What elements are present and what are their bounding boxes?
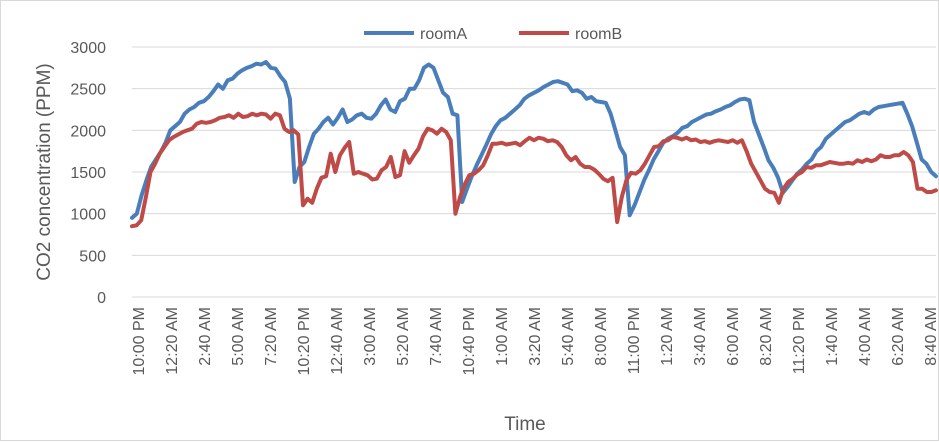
x-tick-label: 10:00 PM <box>131 307 148 375</box>
y-tick-label: 1500 <box>70 165 106 182</box>
x-tick-label: 3:40 AM <box>692 307 709 366</box>
gridlines <box>132 46 936 298</box>
x-tick-label: 1:40 AM <box>824 307 841 366</box>
x-tick-label: 5:40 AM <box>560 307 577 366</box>
x-tick-label: 5:20 AM <box>395 307 412 366</box>
x-tick-label: 12:20 AM <box>164 307 181 375</box>
x-tick-label: 12:40 AM <box>329 307 346 375</box>
y-tick-label: 2500 <box>70 82 106 99</box>
legend-label-roomA: roomA <box>420 26 467 43</box>
y-axis-title: CO2 concentration (PPM) <box>34 63 55 281</box>
legend: roomA roomB <box>364 26 622 43</box>
x-tick-label: 2:40 AM <box>197 307 214 366</box>
x-tick-label: 8:20 AM <box>758 307 775 366</box>
x-tick-label: 3:00 AM <box>362 307 379 366</box>
series-line-roomB <box>130 111 938 229</box>
x-tick-label: 6:00 AM <box>725 307 742 366</box>
x-tick-label: 7:40 AM <box>428 307 445 366</box>
x-tick-label: 5:00 AM <box>230 307 247 366</box>
x-tick-label: 11:00 PM <box>626 307 643 374</box>
x-tick-label: 10:20 PM <box>296 307 313 375</box>
legend-label-roomB: roomB <box>575 26 622 43</box>
y-tick-label: 2000 <box>70 123 106 140</box>
x-tick-label: 11:20 PM <box>791 307 808 374</box>
x-tick-label: 8:00 AM <box>593 307 610 366</box>
y-tick-label: 500 <box>79 248 106 265</box>
y-tick-labels: 0 500 1000 1500 2000 2500 3000 <box>70 40 106 307</box>
x-tick-labels: 10:00 PM 12:20 AM 2:40 AM 5:00 AM 7:20 AM 10:… <box>131 307 939 375</box>
x-axis-title: Time <box>504 414 546 435</box>
y-tick-label: 1000 <box>70 207 106 224</box>
x-tick-label: 3:20 AM <box>527 307 544 366</box>
x-tick-label: 1:00 AM <box>494 307 511 366</box>
x-tick-label: 1:20 AM <box>659 307 676 366</box>
x-tick-label: 7:20 AM <box>263 307 280 366</box>
x-tick-label: 8:40 AM <box>923 307 939 366</box>
series-layer <box>130 60 938 229</box>
x-tick-label: 10:40 PM <box>461 307 478 375</box>
y-tick-label: 0 <box>97 290 106 307</box>
y-tick-label: 3000 <box>70 40 106 57</box>
x-tick-label: 6:20 AM <box>890 307 907 366</box>
x-tick-label: 4:00 AM <box>857 307 874 366</box>
